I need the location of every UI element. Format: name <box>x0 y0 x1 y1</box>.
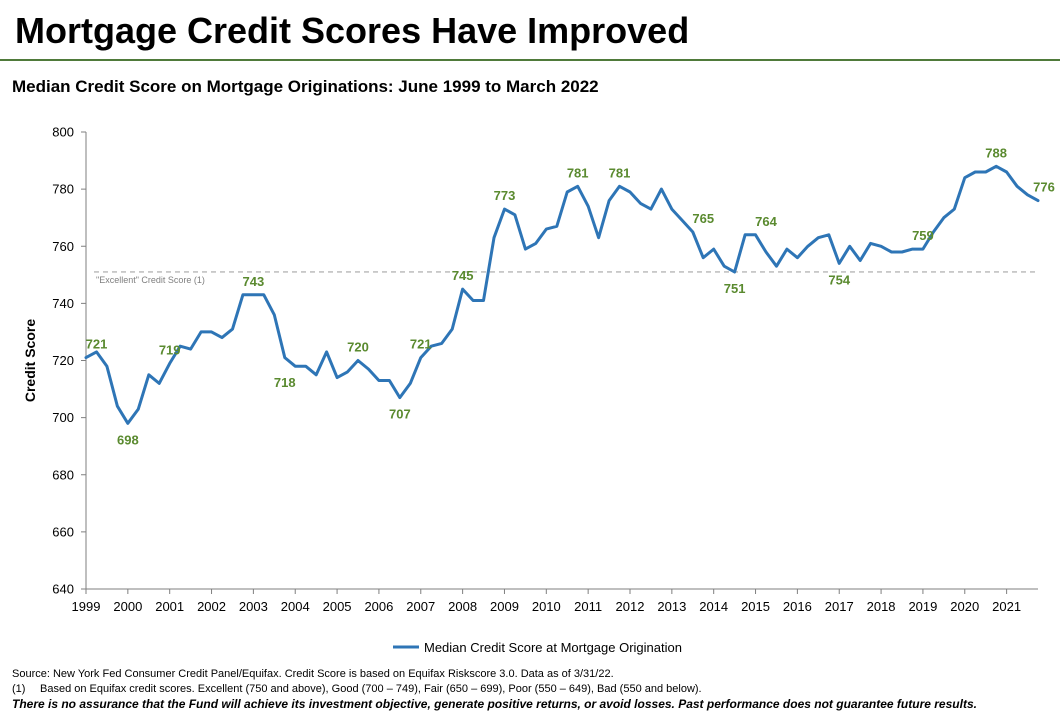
x-tick-label: 2015 <box>741 599 770 614</box>
footnote-text: Based on Equifax credit scores. Excellen… <box>40 683 702 695</box>
data-label: 719 <box>159 342 181 357</box>
legend-label: Median Credit Score at Mortgage Originat… <box>424 640 682 655</box>
data-label: 707 <box>389 407 411 422</box>
x-tick-label: 2003 <box>239 599 268 614</box>
y-tick-label: 780 <box>52 182 74 197</box>
x-tick-label: 2019 <box>908 599 937 614</box>
x-tick-label: 2018 <box>867 599 896 614</box>
data-label: 764 <box>755 214 777 229</box>
x-tick-label: 2011 <box>574 599 602 614</box>
data-label: 759 <box>912 228 934 243</box>
y-tick-label: 680 <box>52 467 74 482</box>
y-tick-label: 740 <box>52 296 74 311</box>
data-label: 698 <box>117 432 139 447</box>
reference-line-label: "Excellent" Credit Score (1) <box>96 275 205 285</box>
data-label: 788 <box>985 145 1007 160</box>
page-title: Mortgage Credit Scores Have Improved <box>15 10 690 51</box>
data-label: 773 <box>494 188 516 203</box>
disclaimer: There is no assurance that the Fund will… <box>12 697 977 711</box>
data-label: 718 <box>274 375 296 390</box>
y-tick-label: 640 <box>52 582 74 597</box>
data-label: 765 <box>692 211 714 226</box>
y-axis-label: Credit Score <box>22 319 38 402</box>
x-tick-label: 2020 <box>950 599 979 614</box>
data-label: 781 <box>609 165 631 180</box>
data-label: 721 <box>410 337 432 352</box>
y-tick-label: 720 <box>52 353 74 368</box>
footnote-1: (1) Based on Equifax credit scores. Excel… <box>12 682 1052 697</box>
y-tick-label: 660 <box>52 524 74 539</box>
y-tick-label: 800 <box>52 125 74 140</box>
x-tick-label: 2009 <box>490 599 519 614</box>
x-tick-label: 2008 <box>448 599 477 614</box>
x-tick-label: 2021 <box>992 599 1021 614</box>
x-tick-label: 2005 <box>323 599 352 614</box>
x-tick-label: 2017 <box>825 599 854 614</box>
x-tick-label: 2007 <box>406 599 435 614</box>
y-tick-label: 700 <box>52 410 74 425</box>
data-label: 751 <box>724 281 746 296</box>
x-tick-label: 2004 <box>281 599 310 614</box>
data-label: 743 <box>243 274 265 289</box>
x-tick-label: 2014 <box>699 599 728 614</box>
x-tick-label: 2010 <box>532 599 561 614</box>
x-tick-label: 1999 <box>72 599 101 614</box>
x-tick-label: 2013 <box>657 599 686 614</box>
footnotes: Source: New York Fed Consumer Credit Pan… <box>12 667 1052 712</box>
source-note: Source: New York Fed Consumer Credit Pan… <box>12 668 614 680</box>
y-tick-label: 760 <box>52 239 74 254</box>
chart-subtitle: Median Credit Score on Mortgage Originat… <box>12 77 599 96</box>
data-label: 745 <box>452 268 474 283</box>
x-tick-label: 2012 <box>616 599 645 614</box>
series-line-median-credit-score <box>84 164 1040 425</box>
x-tick-label: 2002 <box>197 599 226 614</box>
data-label: 776 <box>1033 180 1055 195</box>
x-tick-label: 2016 <box>783 599 812 614</box>
x-tick-label: 2000 <box>113 599 142 614</box>
data-label: 781 <box>567 165 589 180</box>
x-tick-label: 2006 <box>364 599 393 614</box>
data-label: 754 <box>828 272 850 287</box>
data-label: 720 <box>347 340 369 355</box>
title-divider <box>0 59 1060 61</box>
credit-score-line-chart: 640 660 680 700 720 740 760 780 800 1999 2000 2001 2… <box>22 125 1055 656</box>
data-label: 721 <box>86 337 108 352</box>
x-tick-label: 2001 <box>155 599 184 614</box>
footnote-marker: (1) <box>12 683 26 695</box>
